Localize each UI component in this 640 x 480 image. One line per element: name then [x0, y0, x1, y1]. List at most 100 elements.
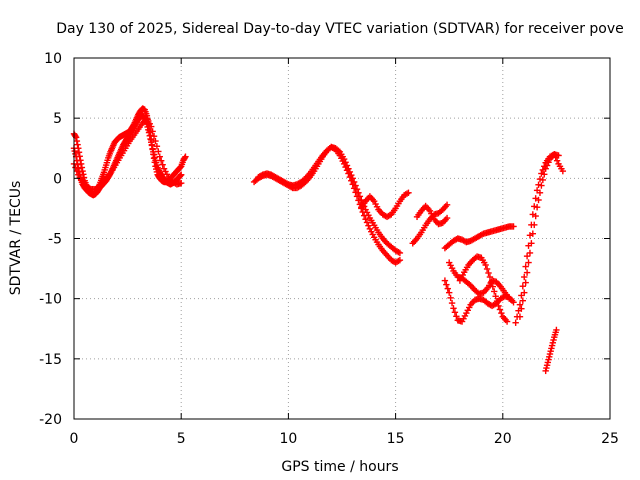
data-point: [73, 167, 81, 175]
data-point: [365, 222, 372, 229]
x-tick-label: 5: [177, 431, 186, 447]
data-point: [396, 256, 404, 264]
plot-frame: [73, 57, 611, 420]
data-point: [150, 133, 158, 140]
data-point: [538, 170, 545, 177]
data-point: [516, 313, 524, 320]
data-point: [182, 153, 189, 160]
data-point: [536, 189, 544, 196]
data-point: [493, 297, 501, 305]
data-point: [492, 293, 499, 300]
y-tick-label: 10: [44, 51, 62, 67]
data-point: [536, 175, 544, 183]
data-point: [343, 162, 351, 169]
data-point: [443, 201, 451, 209]
data-point: [145, 129, 153, 136]
series-layer: [70, 105, 567, 375]
data-point: [395, 248, 402, 256]
data-point: [157, 157, 165, 164]
data-point: [526, 249, 534, 257]
data-point: [444, 285, 451, 292]
data-point: [533, 204, 541, 211]
data-point: [503, 318, 511, 325]
data-point: [349, 175, 356, 182]
data-point: [512, 319, 519, 326]
x-tick-label: 10: [279, 431, 297, 447]
data-point: [181, 154, 188, 162]
data-point: [72, 164, 79, 171]
data-point: [356, 193, 364, 200]
data-point: [532, 212, 539, 220]
data-point: [178, 171, 185, 178]
data-point: [340, 155, 348, 163]
data-point: [535, 196, 542, 204]
y-tick-label: -20: [39, 412, 62, 428]
y-tick-label: 0: [53, 171, 62, 187]
data-point: [446, 289, 453, 296]
grid-layer: [74, 58, 610, 419]
data-point: [522, 263, 529, 270]
data-point: [519, 297, 527, 304]
data-point: [342, 159, 349, 166]
data-point: [506, 295, 513, 302]
data-point: [516, 301, 524, 308]
data-point: [362, 216, 369, 223]
data-point: [352, 182, 359, 189]
data-point: [553, 326, 560, 334]
data-point: [529, 230, 537, 237]
y-tick-label: 5: [53, 111, 62, 127]
data-point: [498, 309, 505, 317]
data-point: [510, 223, 517, 230]
x-axis-label: GPS time / hours: [281, 459, 398, 475]
data-point: [149, 145, 156, 152]
data-point: [447, 294, 454, 302]
data-point: [510, 299, 517, 306]
data-point: [159, 161, 166, 168]
data-point: [525, 259, 532, 266]
data-point: [483, 265, 491, 273]
y-tick-label: -15: [39, 352, 62, 368]
data-point: [453, 313, 460, 320]
data-point: [147, 135, 154, 143]
data-point: [521, 273, 528, 281]
x-tick-label: 0: [70, 431, 79, 447]
data-point: [73, 137, 81, 145]
data-point: [405, 189, 412, 196]
data-point: [545, 159, 552, 166]
data-point: [542, 165, 549, 172]
data-point: [522, 279, 529, 286]
data-point: [283, 180, 291, 187]
data-point: [258, 172, 265, 179]
data-point: [482, 261, 489, 269]
data-point: [450, 305, 457, 312]
data-point: [355, 189, 362, 196]
data-point: [396, 249, 404, 257]
y-axis-label: SDTVAR / TECUs: [8, 181, 24, 296]
data-point: [363, 219, 371, 226]
data-point: [538, 182, 545, 189]
data-point: [353, 185, 361, 193]
data-point: [345, 165, 352, 172]
data-point: [147, 139, 155, 146]
data-point: [496, 306, 504, 313]
data-point: [73, 157, 81, 164]
data-point: [451, 309, 459, 316]
data-point: [441, 277, 449, 284]
data-point: [523, 269, 531, 276]
data-point: [153, 143, 161, 150]
data-point: [518, 305, 525, 312]
data-point: [152, 137, 159, 145]
chart-title: Day 130 of 2025, Sidereal Day-to-day VTE…: [56, 21, 624, 37]
axis-layer: 0 5 10 15 20 25 -20 -15 -10 -5 0 5 10: [39, 51, 619, 447]
data-point: [553, 157, 561, 164]
data-point: [541, 171, 548, 178]
data-point: [443, 214, 451, 222]
data-point: [86, 185, 93, 192]
data-point: [539, 166, 547, 174]
data-point: [178, 179, 185, 187]
data-point: [488, 278, 495, 286]
data-point: [78, 164, 86, 171]
